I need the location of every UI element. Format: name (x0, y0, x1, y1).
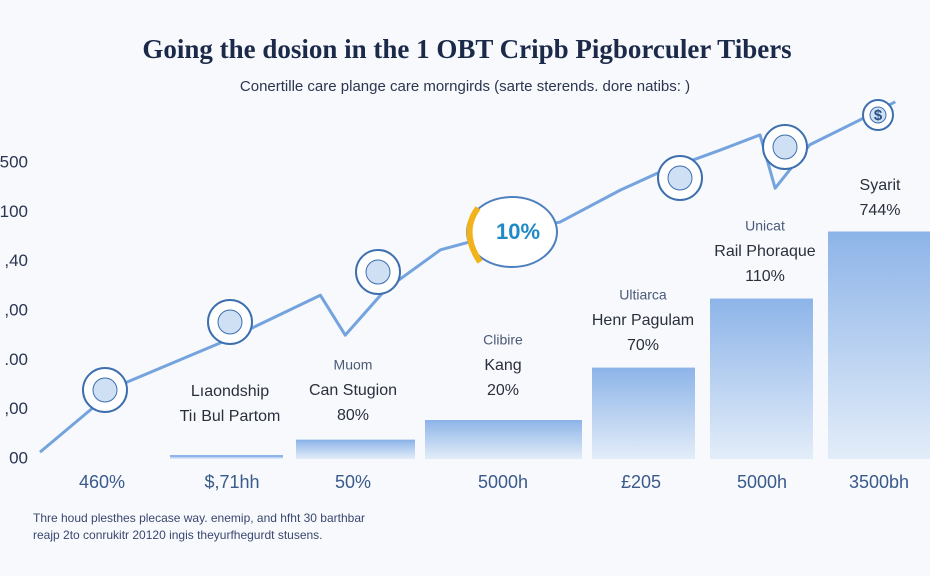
annotation: Ultiarca (619, 287, 667, 303)
icon-inner (365, 259, 391, 285)
icon-inner (667, 165, 693, 191)
x-tick-label: 460% (79, 472, 125, 492)
trend-line (39, 100, 896, 454)
bar-cap (425, 420, 582, 423)
bar (828, 231, 930, 459)
annotation: Muom (334, 357, 373, 373)
annotation: 80% (337, 407, 369, 424)
y-tick-label: ,00 (4, 399, 28, 418)
annotation: Clibire (483, 332, 523, 348)
annotation: 70% (627, 337, 659, 354)
bar-cap (592, 367, 695, 370)
chart-subtitle: Conertille care plange care morngirds (s… (240, 78, 690, 95)
icon-inner (772, 134, 798, 160)
annotation: Henr Pagulam (592, 312, 694, 329)
x-tick-label: $,71hh (204, 472, 259, 492)
annotation: 744% (860, 202, 901, 219)
annotation: 20% (487, 382, 519, 399)
y-tick-label: ,40 (4, 251, 28, 270)
bar-cap (296, 439, 415, 442)
y-tick-label: 00 (9, 448, 28, 467)
annotation: Unicat (745, 218, 785, 234)
bar-cap (710, 298, 813, 301)
bar (425, 420, 582, 459)
x-tick-label: 5000h (737, 472, 787, 492)
icon-inner (92, 377, 118, 403)
bar (710, 298, 813, 459)
x-tick-label: 5000h (478, 472, 528, 492)
x-tick-label: 3500bh (849, 472, 909, 492)
annotation: Kang (484, 357, 521, 374)
y-tick-label: 100 (0, 202, 28, 221)
annotation: Lıaondship (191, 383, 269, 400)
y-tick-label: .00 (4, 350, 28, 369)
y-tick-label: 500 (0, 152, 28, 171)
bar (592, 367, 695, 459)
icon-inner (217, 309, 243, 335)
bar (296, 439, 415, 459)
annotation: Syarit (860, 177, 901, 194)
callout-arrow (466, 206, 483, 264)
annotation: Can Stugion (309, 382, 397, 399)
footnote: Thre houd plesthes plecase way. enemip, … (33, 511, 365, 525)
footnote: reajp 2to conrukitr 20120 ingis theyurfh… (33, 528, 323, 542)
annotation: Rail Phoraque (714, 243, 816, 260)
x-tick-label: £205 (621, 472, 661, 492)
icon-inner (869, 106, 887, 124)
x-tick-label: 50% (335, 472, 371, 492)
chart-title: Going the dosion in the 1 OBT Cripb Pigb… (142, 34, 791, 64)
annotation: 110% (745, 268, 785, 285)
bar-cap (170, 455, 283, 458)
callout-label: 10% (496, 219, 540, 244)
icon-label: $ (874, 107, 883, 124)
annotation: Tiı Bul Partom (180, 408, 281, 425)
y-tick-label: ,00 (4, 300, 28, 319)
bar-cap (828, 231, 930, 234)
